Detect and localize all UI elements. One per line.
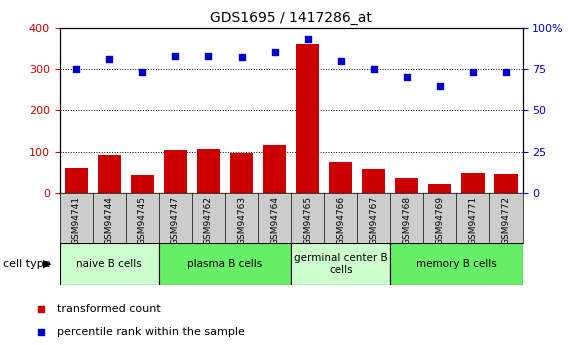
Bar <box>329 162 352 193</box>
Bar <box>230 153 253 193</box>
Text: transformed count: transformed count <box>57 304 160 314</box>
Text: cell type: cell type <box>3 259 51 269</box>
Point <box>138 70 147 75</box>
Title: GDS1695 / 1417286_at: GDS1695 / 1417286_at <box>210 11 372 25</box>
Text: percentile rank within the sample: percentile rank within the sample <box>57 327 244 337</box>
Bar <box>461 173 485 193</box>
Point <box>204 53 213 59</box>
Text: GSM94771: GSM94771 <box>469 196 478 245</box>
Point <box>237 55 246 60</box>
Bar <box>395 178 419 193</box>
Bar <box>428 184 452 193</box>
Point <box>36 306 46 312</box>
Bar <box>362 169 385 193</box>
Bar <box>164 150 187 193</box>
Text: GSM94769: GSM94769 <box>436 196 444 245</box>
Text: GSM94747: GSM94747 <box>171 196 180 245</box>
Text: memory B cells: memory B cells <box>416 259 497 269</box>
Bar <box>131 175 154 193</box>
Text: naive B cells: naive B cells <box>76 259 142 269</box>
FancyBboxPatch shape <box>159 243 291 285</box>
Point <box>105 56 114 62</box>
Text: germinal center B
cells: germinal center B cells <box>294 253 387 275</box>
Point <box>270 50 279 55</box>
Point <box>369 66 378 72</box>
Point <box>36 329 46 334</box>
Text: GSM94765: GSM94765 <box>303 196 312 245</box>
Point <box>303 37 312 42</box>
Bar <box>197 149 220 193</box>
Text: GSM94772: GSM94772 <box>502 196 511 245</box>
Text: GSM94744: GSM94744 <box>105 196 114 245</box>
FancyBboxPatch shape <box>60 243 159 285</box>
Text: GSM94768: GSM94768 <box>402 196 411 245</box>
Point <box>435 83 444 88</box>
FancyBboxPatch shape <box>291 243 390 285</box>
Text: GSM94766: GSM94766 <box>336 196 345 245</box>
Point <box>72 66 81 72</box>
Point <box>336 58 345 63</box>
Text: GSM94767: GSM94767 <box>369 196 378 245</box>
Point <box>402 75 411 80</box>
Point <box>171 53 180 59</box>
Bar <box>296 44 319 193</box>
Point <box>502 70 511 75</box>
Text: GSM94763: GSM94763 <box>237 196 246 245</box>
FancyBboxPatch shape <box>390 243 523 285</box>
Bar <box>495 174 517 193</box>
Text: GSM94741: GSM94741 <box>72 196 81 245</box>
Text: GSM94745: GSM94745 <box>138 196 147 245</box>
Bar <box>65 168 87 193</box>
Text: plasma B cells: plasma B cells <box>187 259 262 269</box>
Point <box>469 70 478 75</box>
Text: GSM94764: GSM94764 <box>270 196 279 245</box>
Text: GSM94762: GSM94762 <box>204 196 213 245</box>
Bar <box>98 155 121 193</box>
Text: ▶: ▶ <box>43 259 51 269</box>
Bar <box>263 145 286 193</box>
